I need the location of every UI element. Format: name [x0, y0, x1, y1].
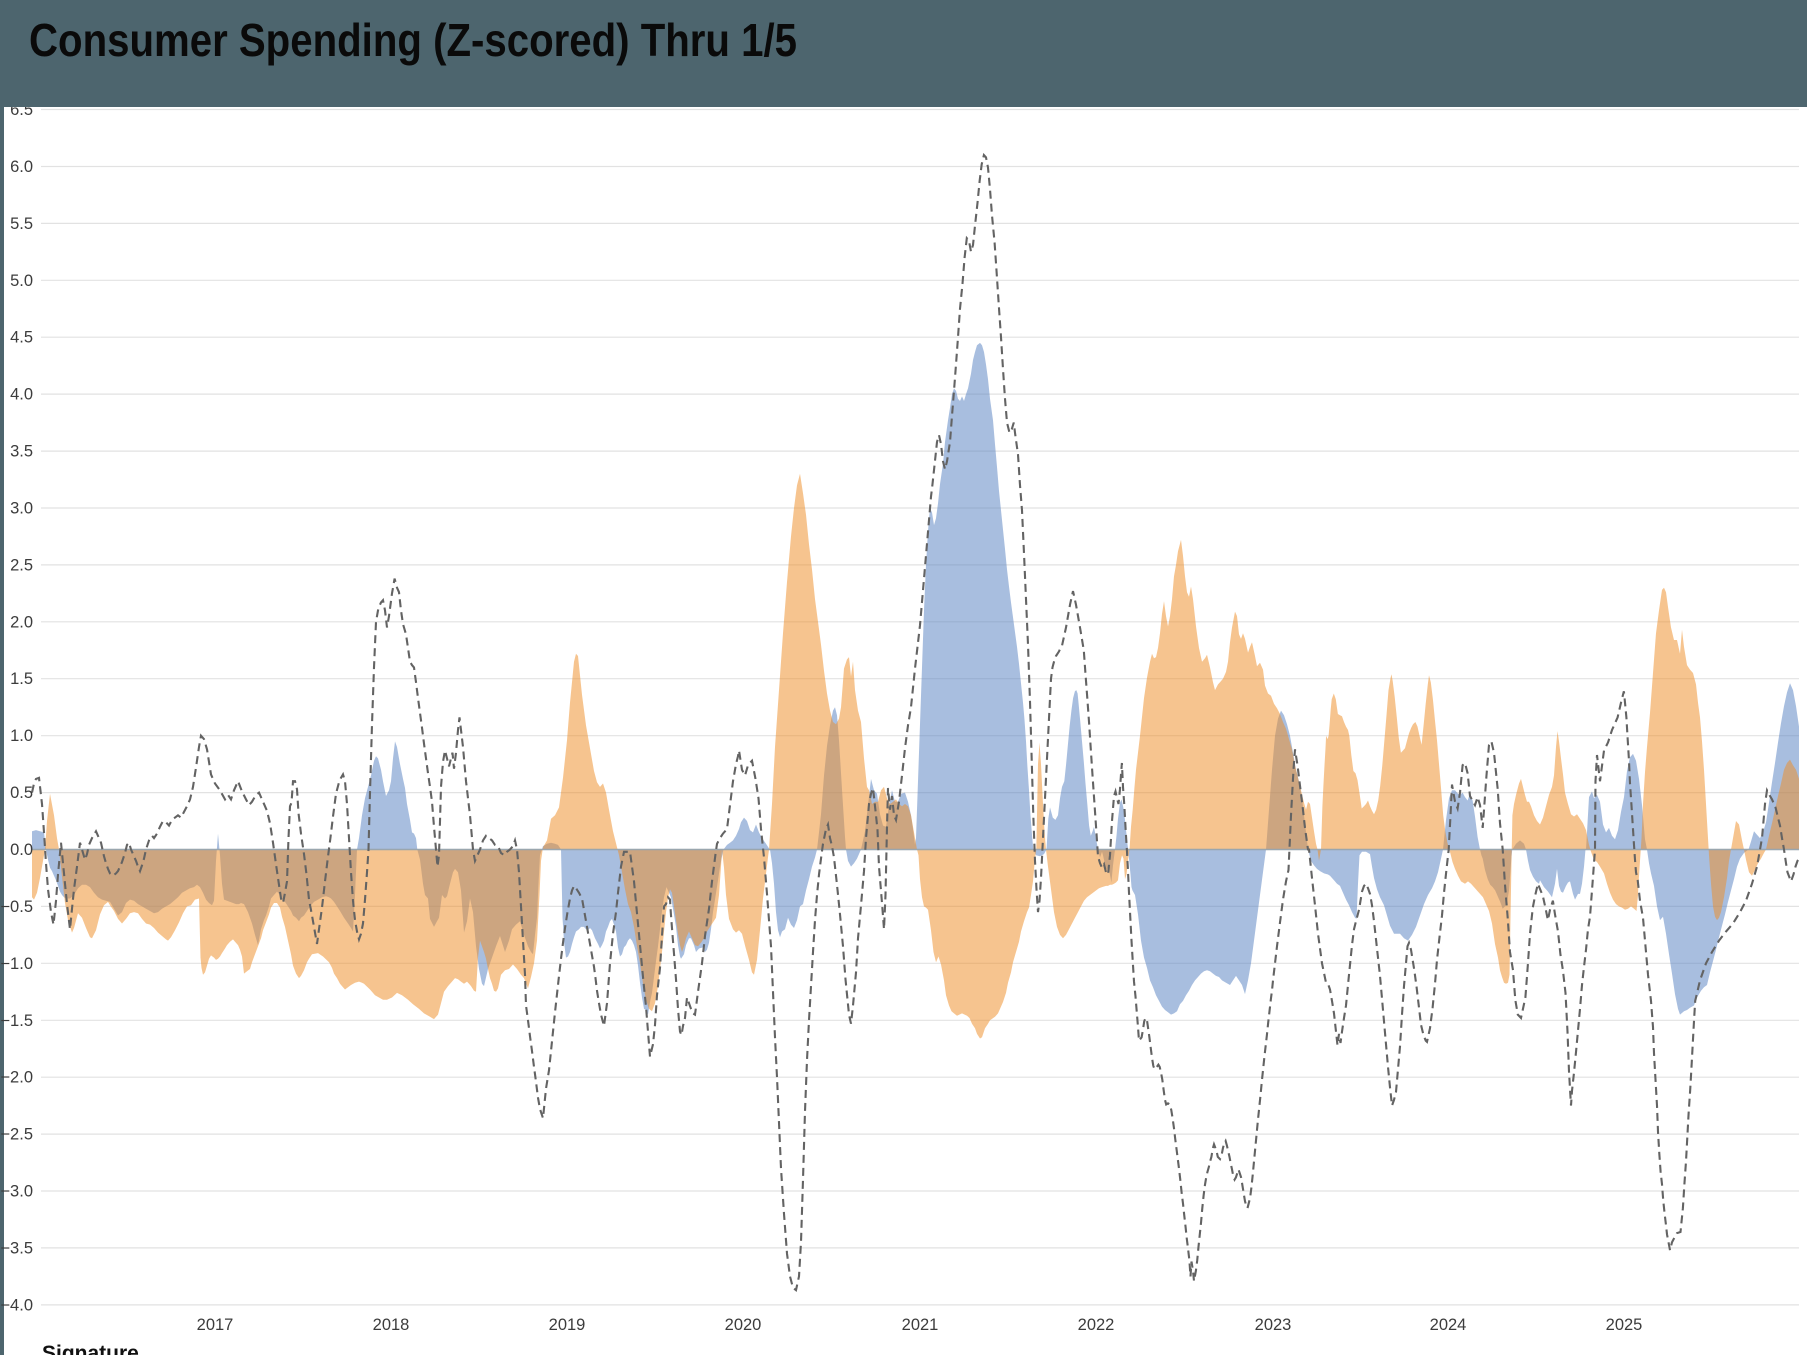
svg-text:2023: 2023: [1255, 1316, 1292, 1334]
svg-text:1.0: 1.0: [10, 727, 33, 745]
svg-text:−2.5: −2.5: [0, 1126, 33, 1144]
svg-text:2019: 2019: [549, 1316, 586, 1334]
svg-text:4.0: 4.0: [10, 386, 33, 404]
svg-text:4.5: 4.5: [10, 329, 33, 347]
svg-text:−0.5: −0.5: [0, 898, 33, 916]
svg-text:1.5: 1.5: [10, 670, 33, 688]
svg-text:2017: 2017: [197, 1316, 234, 1334]
svg-text:−4.0: −4.0: [0, 1296, 33, 1314]
svg-text:3.5: 3.5: [10, 443, 33, 461]
svg-text:6.0: 6.0: [10, 158, 33, 176]
svg-text:2.0: 2.0: [10, 613, 33, 631]
svg-text:2018: 2018: [373, 1316, 410, 1334]
svg-text:Consumer Spending (Z-scored) T: Consumer Spending (Z-scored) Thru 1/5: [29, 14, 797, 66]
svg-text:−2.0: −2.0: [0, 1069, 33, 1087]
svg-text:5.0: 5.0: [10, 272, 33, 290]
svg-text:2025: 2025: [1606, 1316, 1643, 1334]
svg-text:0.5: 0.5: [10, 784, 33, 802]
svg-text:Signature: Signature: [42, 1342, 139, 1355]
svg-text:−1.5: −1.5: [0, 1012, 33, 1030]
svg-text:−3.5: −3.5: [0, 1239, 33, 1257]
svg-text:2024: 2024: [1430, 1316, 1467, 1334]
svg-text:5.5: 5.5: [10, 215, 33, 233]
svg-text:0.0: 0.0: [10, 841, 33, 859]
svg-text:2020: 2020: [725, 1316, 762, 1334]
svg-text:2022: 2022: [1078, 1316, 1115, 1334]
svg-text:2021: 2021: [902, 1316, 939, 1334]
svg-text:3.0: 3.0: [10, 500, 33, 518]
svg-text:6.5: 6.5: [10, 101, 33, 119]
svg-text:−1.0: −1.0: [0, 955, 33, 973]
svg-text:−3.0: −3.0: [0, 1183, 33, 1201]
svg-text:2.5: 2.5: [10, 556, 33, 574]
